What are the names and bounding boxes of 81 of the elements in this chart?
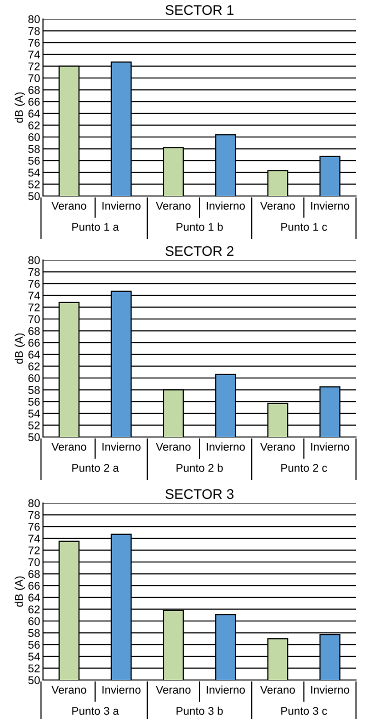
y-tick-label: 50	[28, 676, 40, 684]
y-tick-label: 70	[28, 315, 40, 324]
y-tick-label: 68	[28, 86, 40, 94]
y-tick-label: 54	[28, 168, 40, 177]
x-tick-label: Verano	[52, 686, 86, 694]
y-tick-label: 62	[28, 605, 40, 614]
y-tick-label: 52	[28, 664, 40, 672]
y-tick-label: 80	[28, 15, 40, 24]
y-axis-title: dB (A)	[14, 333, 26, 364]
chart-title: SECTOR 1	[166, 5, 234, 15]
x-tick-label: Verano	[52, 442, 86, 451]
y-tick-label: 56	[28, 398, 40, 406]
y-tick-label: 56	[28, 640, 40, 649]
text: Punto 3 c	[281, 706, 328, 715]
y-tick-label: 68	[28, 327, 40, 335]
y-tick-label: 52	[28, 180, 40, 188]
x-tick-label: Invierno	[311, 442, 350, 451]
y-tick-label: 78	[28, 27, 40, 35]
x-tick-label: Verano	[260, 202, 295, 210]
x-tick-label: Invierno	[311, 202, 350, 210]
y-tick-label: 78	[28, 511, 40, 519]
text: Punto 2 a	[72, 464, 119, 472]
x-tick-label: Invierno	[206, 686, 245, 694]
y-tick-label: 80	[28, 256, 40, 264]
y-axis-title: dB (A)	[14, 576, 26, 607]
y-tick-label: 58	[28, 629, 40, 637]
y-tick-label: 70	[28, 558, 40, 566]
x-tick-label: Verano	[156, 686, 191, 694]
chart-title: SECTOR 3	[166, 489, 234, 499]
y-tick-label: 56	[28, 156, 40, 165]
y-tick-label: 52	[28, 421, 40, 430]
text: Punto 3 a	[72, 706, 119, 715]
x-tick-label: Invierno	[206, 442, 245, 451]
y-tick-label: 58	[28, 386, 40, 394]
x-tick-label: Verano	[260, 686, 295, 694]
y-tick-label: 72	[28, 62, 40, 70]
y-tick-label: 70	[28, 74, 40, 82]
y-tick-label: 68	[28, 570, 40, 578]
y-tick-label: 72	[28, 546, 40, 554]
y-tick-label: 76	[28, 280, 40, 288]
y-tick-label: 54	[28, 652, 40, 661]
y-tick-label: 50	[28, 192, 40, 200]
y-tick-label: 72	[28, 303, 40, 312]
chart-title: SECTOR 2	[166, 246, 234, 256]
x-tick-label: Invierno	[102, 202, 141, 210]
x-tick-label: Verano	[156, 202, 191, 210]
text: Punto 1 b	[176, 222, 223, 231]
y-tick-label: 80	[28, 499, 40, 508]
x-tick-label: Verano	[52, 202, 86, 210]
y-tick-label: 78	[28, 268, 40, 276]
text: Punto 1 a	[72, 223, 119, 231]
y-tick-label: 62	[28, 121, 40, 130]
x-tick-label: Invierno	[102, 686, 141, 694]
y-tick-label: 64	[28, 350, 40, 359]
x-tick-label: Verano	[156, 442, 191, 451]
x-tick-label: Invierno	[311, 686, 350, 694]
y-tick-label: 74	[28, 534, 40, 542]
y-tick-label: 64	[28, 110, 40, 118]
y-tick-label: 64	[28, 594, 40, 602]
y-tick-label: 50	[28, 433, 40, 442]
y-tick-label: 60	[28, 133, 40, 142]
y-tick-label: 58	[28, 145, 40, 153]
y-tick-label: 76	[28, 522, 40, 531]
y-tick-label: 62	[28, 362, 40, 370]
y-tick-label: 76	[28, 38, 40, 47]
text: Punto 3 b	[176, 706, 223, 715]
text: Punto 1 c	[281, 223, 328, 231]
y-tick-label: 54	[28, 410, 40, 418]
y-tick-label: 60	[28, 617, 40, 626]
y-tick-label: 74	[28, 50, 40, 58]
x-tick-label: Invierno	[206, 202, 245, 210]
y-tick-label: 60	[28, 374, 40, 382]
text: Punto 2 c	[281, 464, 328, 472]
y-tick-label: 66	[28, 338, 40, 347]
y-tick-label: 74	[28, 292, 40, 300]
x-tick-label: Invierno	[102, 442, 141, 451]
y-axis-title: dB (A)	[14, 92, 26, 123]
y-tick-label: 66	[28, 582, 40, 590]
text: Punto 2 b	[176, 464, 223, 472]
y-tick-label: 66	[28, 98, 40, 106]
x-tick-label: Verano	[260, 442, 295, 451]
